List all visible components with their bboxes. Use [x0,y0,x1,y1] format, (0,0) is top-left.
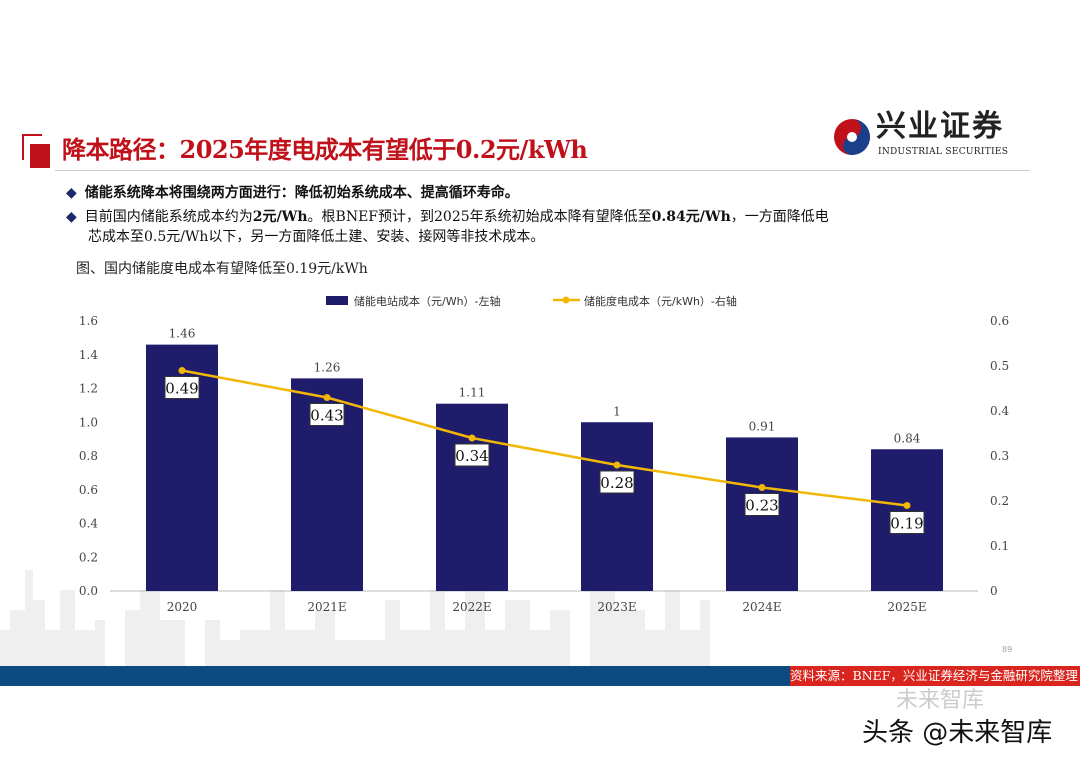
line-label-box [599,470,635,494]
bullet-2-text: 目前国内储能系统成本约为 [84,209,253,225]
bar-data-label: 1.46 [169,327,196,341]
right-axis-tick: 0 [990,584,998,598]
line-data-label: 0.19 [890,515,923,533]
left-axis-tick: 1.0 [79,415,98,429]
line-data-label: 0.23 [745,497,778,515]
legend-bar-swatch [326,296,348,305]
bar [581,422,653,591]
line-data-label: 0.49 [165,380,198,398]
x-axis-tick: 2023E [597,600,636,614]
left-axis-tick: 0.2 [79,550,98,564]
bar-data-label: 0.91 [749,419,776,433]
left-axis-tick: 0.8 [79,449,98,463]
line-point [903,502,911,509]
watermark-line1: 未来智库 [896,688,985,713]
bullet-2: ◆ 目前国内储能系统成本约为2元/Wh。根BNEF预计，到2025年系统初始成本降… [66,207,829,247]
line-point [323,394,331,401]
legend-bar-label: 储能电站成本（元/Wh）-左轴 [354,294,501,308]
bullet-1-text: 储能系统降本将围绕两方面进行：降低初始系统成本、提高循环寿命。 [84,185,519,201]
logo-text-en: INDUSTRIAL SECURITIES [878,147,1009,157]
left-axis-tick: 0.6 [79,483,98,497]
bullet-2-highlight: 2元/Wh [252,209,308,225]
left-axis-tick: 1.6 [79,314,98,328]
bar-data-label: 1.26 [314,360,341,374]
line-series [181,369,908,507]
x-axis-tick: 2022E [452,600,491,614]
bar-data-label: 1.11 [459,386,486,400]
left-axis-tick: 1.4 [79,348,98,362]
x-axis-tick: 2025E [887,600,926,614]
bullet-2-text-line2: 芯成本至0.5元/Wh以下，另一方面降低土建、安装、接网等非技术成本。 [88,229,545,245]
line-point [468,434,476,442]
line-label-box [889,511,925,534]
bullet-2-text: 。根BNEF预计，到2025年系统初始成本降有望降低至 [307,209,652,225]
right-axis-tick: 0.2 [990,494,1009,508]
legend-line-label: 储能度电成本（元/kWh）-右轴 [584,294,737,308]
x-axis-tick: 2020 [167,600,198,614]
right-axis-tick: 0.1 [990,539,1009,553]
line-label-box [744,493,780,516]
line-point [613,461,621,469]
line-data-label: 0.34 [455,447,488,465]
right-axis-tick: 0.6 [990,314,1009,328]
right-axis-tick: 0.3 [990,449,1009,463]
x-axis-tick: 2024E [742,600,781,614]
page-title: 降本路径：2025年度电成本有望低于0.2元/kWh [62,135,588,164]
skyline-background [0,570,710,666]
bullet-2-highlight: 0.84元/Wh [651,209,731,225]
title-marker-icon [22,134,50,168]
industrial-securities-logo-icon [834,119,870,155]
legend-line-marker [562,296,570,304]
title-divider [55,170,1030,171]
right-axis-tick: 0.5 [990,359,1009,373]
diamond-bullet-icon: ◆ [66,209,77,225]
line-data-label: 0.28 [600,474,633,492]
x-axis-tick: 2021E [307,600,346,614]
figure-caption: 图、国内储能度电成本有望降低至0.19元/kWh [76,261,368,277]
watermark-line2: 头条 @未来智库 [862,718,1053,748]
source-note: 资料来源：BNEF，兴业证券经济与金融研究院整理 [790,666,1080,686]
bar-data-label: 1 [613,404,621,418]
logo-text-cn: 兴业证券 [876,109,1004,144]
bar-data-label: 0.84 [894,431,921,445]
line-point [758,484,766,491]
bullet-2-text: ，一方面降低电 [730,209,829,225]
line-label-box [454,443,490,467]
left-axis-tick: 0.4 [79,517,98,531]
left-axis-tick: 1.2 [79,382,98,396]
line-label-box [164,376,200,399]
left-axis-tick: 0.0 [79,584,98,598]
cost-chart: 0.0 0.2 0.4 0.6 0.8 1.0 1.2 1.4 1.6 0 0.1 0.2 0.3 0.4… [79,294,1010,614]
diamond-bullet-icon: ◆ [66,185,77,201]
right-axis-tick: 0.4 [990,404,1009,418]
line-label-box [309,403,345,426]
line-point [178,367,186,374]
page-number: 89 [1002,645,1013,654]
line-data-label: 0.43 [310,407,343,425]
bullet-1: ◆ 储能系统降本将围绕两方面进行：降低初始系统成本、提高循环寿命。 [66,183,519,203]
